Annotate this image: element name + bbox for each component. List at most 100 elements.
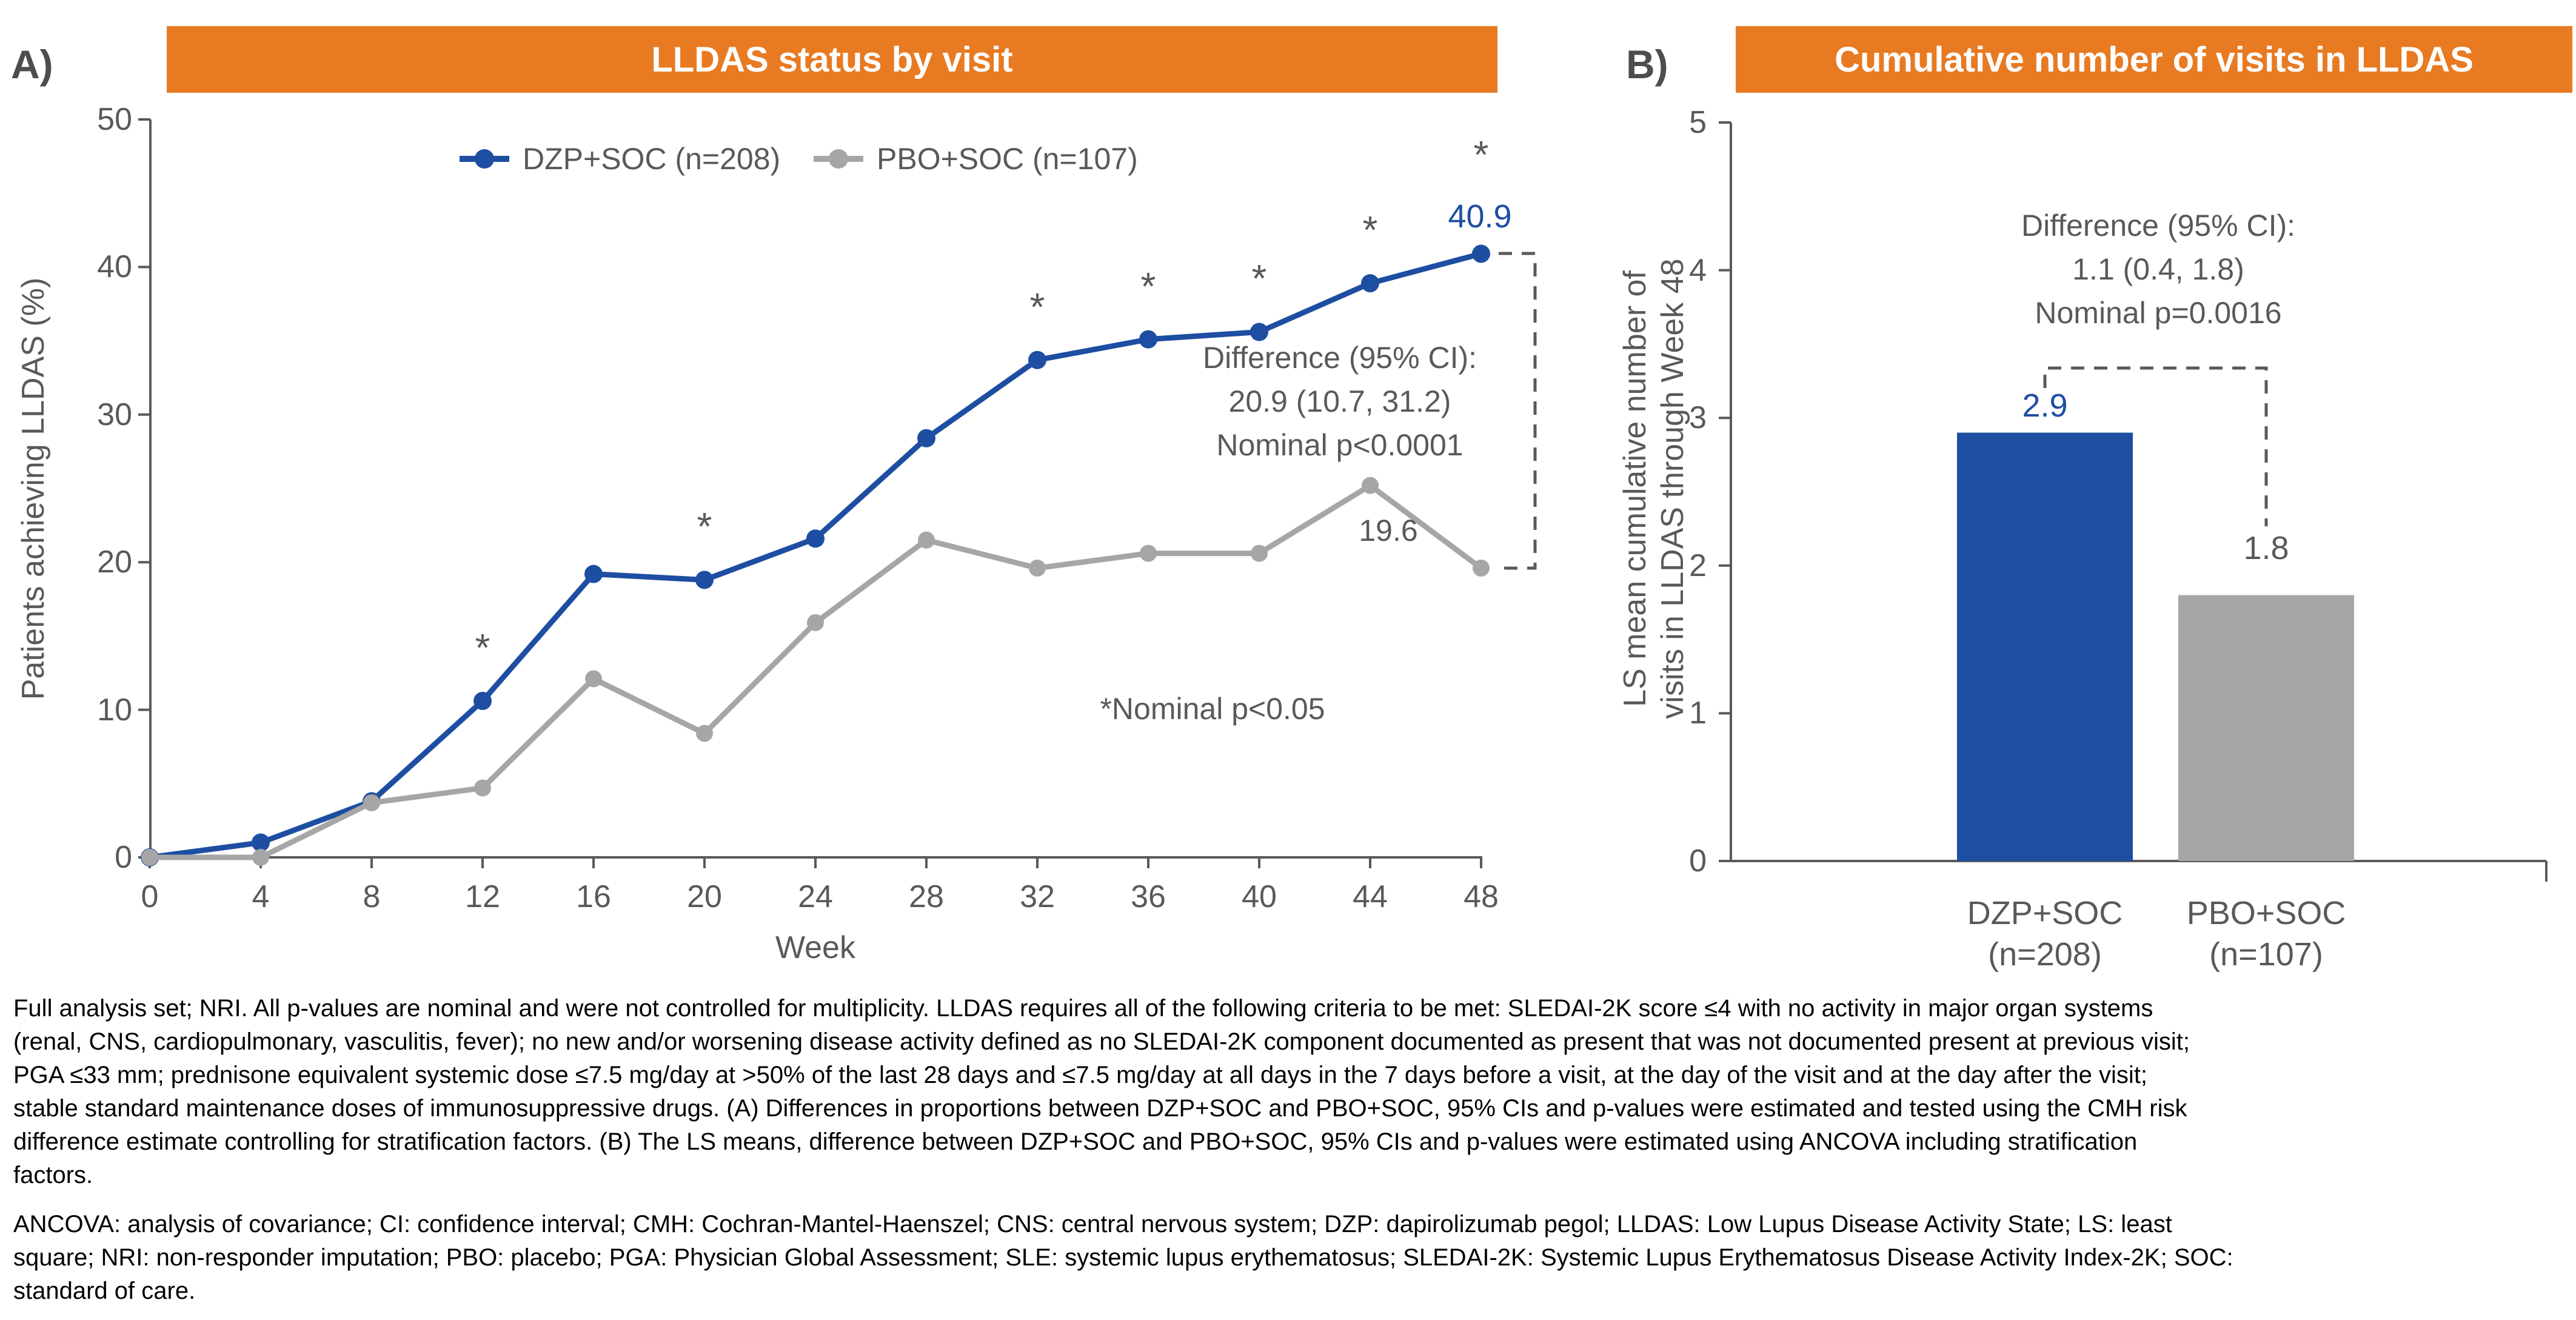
dzp-data-point — [695, 571, 714, 589]
a-y-tick-label: 10 — [97, 692, 132, 728]
significance-asterisk: * — [1362, 208, 1378, 252]
panel-b-difference-annotation: Difference (95% CI): 1.1 (0.4, 1.8) Nomi… — [1940, 204, 2377, 335]
a-x-tick-label: 12 — [465, 879, 500, 914]
significance-note: *Nominal p<0.05 — [1100, 692, 1325, 726]
a-x-tick-label: 28 — [909, 879, 944, 914]
panel-a-y-axis-title: Patients achieving LLDAS (%) — [16, 277, 51, 700]
panel-b-y-axis-title: LS mean cumulative number of visits in L… — [1616, 95, 1691, 883]
a-x-tick-label: 0 — [141, 879, 159, 914]
panel-b-title: Cumulative number of visits in LLDAS — [1835, 39, 2474, 79]
bar-category-pbo-line-2: (n=107) — [2209, 936, 2323, 973]
a-y-tick-label: 30 — [97, 397, 132, 432]
significance-asterisk: * — [1473, 133, 1489, 176]
a-x-tick-label: 36 — [1131, 879, 1166, 914]
panel-a-letter: A) — [11, 42, 53, 87]
panel-a-diff-line-1: Difference (95% CI): — [1202, 341, 1477, 375]
footnote-2-line-1: ANCOVA: analysis of covariance; CI: conf… — [13, 1211, 2172, 1238]
a-x-tick-label: 32 — [1020, 879, 1055, 914]
panel-a-difference-annotation: Difference (95% CI): 20.9 (10.7, 31.2) N… — [1122, 336, 1558, 467]
legend-label-pbo: PBO+SOC (n=107) — [877, 142, 1138, 176]
b-y-tick-label: 0 — [1689, 843, 1707, 879]
a-y-tick-label: 20 — [97, 544, 132, 580]
a-x-tick-label: 44 — [1353, 879, 1388, 914]
panel-b-diff-line-2: 1.1 (0.4, 1.8) — [2072, 252, 2244, 286]
b-y-tick-label: 1 — [1689, 695, 1707, 731]
pbo-legend-marker-icon — [814, 142, 863, 176]
pbo-data-point — [1140, 544, 1157, 562]
panel-a-diff-line-2: 20.9 (10.7, 31.2) — [1228, 384, 1451, 418]
dzp-bar-value-label: 2.9 — [2022, 387, 2068, 424]
a-x-tick-label: 20 — [687, 879, 722, 914]
pbo-data-point — [1362, 477, 1379, 494]
footnote-1-line-2: (renal, CNS, cardiopulmonary, vasculitis… — [13, 1028, 2190, 1055]
panel-b-y-axis-title-line-2: visits in LLDAS through Week 48 — [1655, 258, 1690, 719]
panel-b-title-bar: Cumulative number of visits in LLDAS — [1736, 26, 2572, 93]
dzp-week48-value-label: 40.9 — [1448, 198, 1512, 235]
dzp-bar — [1957, 432, 2133, 861]
footnote-1-line-4: stable standard maintenance doses of imm… — [13, 1095, 2187, 1122]
bar-category-label-dzp: DZP+SOC (n=208) — [1924, 893, 2166, 975]
footnote-1-line-5: difference estimate controlling for stra… — [13, 1128, 2138, 1155]
pbo-data-point — [141, 849, 158, 866]
pbo-data-point — [474, 779, 491, 797]
panel-b-diff-line-3: Nominal p=0.0016 — [2035, 296, 2282, 330]
bar-category-pbo-line-1: PBO+SOC — [2186, 895, 2346, 931]
a-y-tick-label: 0 — [115, 840, 132, 875]
panel-b-letter: B) — [1626, 42, 1668, 87]
a-x-tick-label: 24 — [798, 879, 833, 914]
significance-asterisk: * — [1029, 284, 1045, 329]
footnote-1-line-6: factors. — [13, 1162, 93, 1188]
dzp-legend-marker-icon — [460, 142, 509, 176]
a-y-tick-label: 50 — [97, 102, 132, 137]
dzp-data-point — [1028, 350, 1046, 369]
dzp-data-point — [584, 565, 603, 583]
pbo-data-point — [918, 531, 935, 549]
pbo-data-point — [696, 725, 713, 742]
pbo-bar-value-label: 1.8 — [2243, 530, 2289, 566]
significance-asterisk: * — [475, 625, 490, 669]
b-y-tick-label: 3 — [1689, 400, 1707, 436]
dzp-data-point — [806, 529, 825, 548]
dzp-data-point — [1361, 274, 1379, 293]
dzp-data-point — [252, 833, 270, 852]
panel-a-title-bar: LLDAS status by visit — [167, 26, 1497, 93]
a-x-tick-label: 48 — [1464, 879, 1499, 914]
legend-label-dzp: DZP+SOC (n=208) — [523, 142, 781, 176]
pbo-data-point — [252, 849, 269, 866]
footnote-2-line-2: square; NRI: non-responder imputation; P… — [13, 1244, 2233, 1271]
a-x-tick-label: 16 — [576, 879, 611, 914]
a-x-tick-label: 40 — [1242, 879, 1277, 914]
a-difference-bracket — [1499, 252, 1537, 570]
legend-item-pbo: PBO+SOC (n=107) — [814, 142, 1138, 176]
a-x-tick-label: 8 — [363, 879, 381, 914]
panel-a-diff-line-3: Nominal p<0.0001 — [1216, 428, 1464, 462]
pbo-data-point — [807, 614, 824, 631]
panel-a-title: LLDAS status by visit — [651, 39, 1013, 79]
footnote-1-line-3: PGA ≤33 mm; prednisone equivalent system… — [13, 1062, 2148, 1088]
significance-asterisk: * — [697, 504, 712, 549]
pbo-data-point — [1251, 544, 1268, 562]
footnote-paragraph-1: Full analysis set; NRI. All p-values are… — [13, 992, 2190, 1192]
pbo-data-point — [1473, 559, 1490, 577]
pbo-data-point — [1029, 559, 1046, 577]
bar-category-label-pbo: PBO+SOC (n=107) — [2145, 893, 2387, 975]
legend-item-dzp: DZP+SOC (n=208) — [460, 142, 780, 176]
a-x-tick-label: 4 — [252, 879, 270, 914]
footnote-paragraph-2: ANCOVA: analysis of covariance; CI: conf… — [13, 1208, 2233, 1308]
bar-category-dzp-line-2: (n=208) — [1988, 936, 2102, 973]
significance-asterisk: * — [1140, 264, 1156, 308]
b-y-tick-label: 4 — [1689, 252, 1707, 288]
footnote-2-line-3: standard of care. — [13, 1278, 196, 1304]
dzp-data-point — [917, 429, 935, 447]
footnote-1-line-1: Full analysis set; NRI. All p-values are… — [13, 995, 2153, 1022]
b-y-tick-label: 2 — [1689, 548, 1707, 583]
bar-category-dzp-line-1: DZP+SOC — [1967, 895, 2123, 931]
panel-b-y-axis-title-line-1: LS mean cumulative number of — [1618, 270, 1653, 707]
pbo-week48-value-label: 19.6 — [1359, 514, 1418, 548]
significance-asterisk: * — [1251, 256, 1267, 301]
b-difference-bracket — [2043, 366, 2268, 526]
b-y-tick-label: 5 — [1689, 105, 1707, 140]
dzp-data-point — [1250, 323, 1268, 341]
pbo-data-point — [363, 794, 380, 811]
